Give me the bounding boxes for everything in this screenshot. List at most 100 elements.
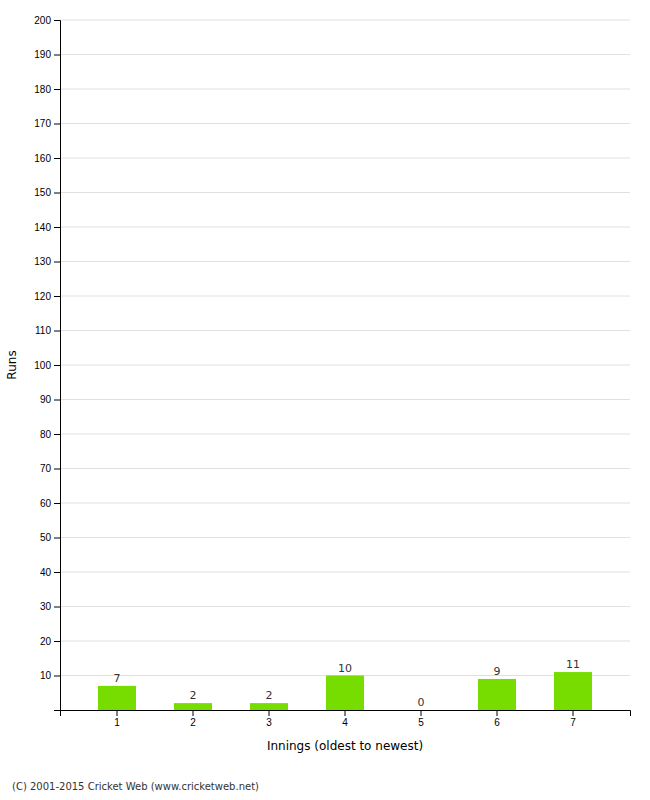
y-tick: 160 [34, 153, 60, 164]
bar [250, 703, 288, 710]
y-tick-label: 20 [40, 636, 52, 647]
x-axis-line [61, 711, 631, 717]
y-tick-mark [54, 607, 60, 608]
x-tick-label: 2 [190, 717, 196, 728]
bar [554, 672, 592, 710]
x-tick-mark [345, 710, 346, 716]
data-label: 7 [114, 672, 121, 685]
y-tick-mark [54, 124, 60, 125]
bars [98, 672, 592, 710]
data-label: 11 [566, 658, 580, 671]
y-tick: 80 [40, 429, 60, 440]
grid-line [60, 158, 630, 159]
y-tick-label: 30 [40, 601, 52, 612]
grid-line [60, 365, 630, 366]
x-tick: 3 [266, 710, 272, 728]
y-tick-label: 70 [40, 463, 52, 474]
y-tick: 150 [34, 187, 60, 198]
y-tick-mark [54, 20, 60, 21]
x-tick-mark [573, 710, 574, 716]
x-tick: 5 [418, 710, 424, 728]
grid-line [60, 572, 630, 573]
y-tick-label: 190 [34, 49, 51, 60]
grid-line [60, 89, 630, 90]
x-tick-label: 5 [418, 717, 424, 728]
y-tick-mark [54, 55, 60, 56]
x-tick-mark [269, 710, 270, 716]
grid-line [60, 468, 630, 469]
y-tick-mark [54, 538, 60, 539]
y-tick-mark [54, 641, 60, 642]
y-tick-label: 160 [34, 153, 51, 164]
y-tick-mark [54, 400, 60, 401]
y-tick-label: 50 [40, 532, 52, 543]
y-tick-mark [54, 89, 60, 90]
data-label: 9 [494, 665, 501, 678]
y-tick: 100 [34, 360, 60, 371]
grid [60, 20, 630, 676]
y-axis-title: Runs [5, 350, 19, 379]
x-axis-title: Innings (oldest to newest) [267, 739, 423, 753]
chart: 1020304050607080901001101201301401501601… [0, 0, 650, 800]
grid-line [60, 503, 630, 504]
x-tick-mark [497, 710, 498, 716]
bar [98, 686, 136, 710]
y-tick: 90 [40, 394, 60, 405]
data-label: 10 [338, 662, 352, 675]
y-tick-label: 120 [34, 291, 51, 302]
grid-line [60, 227, 630, 228]
y-tick-label: 60 [40, 498, 52, 509]
grid-line [60, 399, 630, 400]
y-tick: 200 [34, 15, 60, 26]
x-tick: 4 [342, 710, 348, 728]
y-tick-label: 130 [34, 256, 51, 267]
data-label: 2 [190, 689, 197, 702]
data-label: 2 [266, 689, 273, 702]
x-tick-label: 1 [114, 717, 120, 728]
y-tick: 60 [40, 498, 60, 509]
bar [478, 679, 516, 710]
y-axis: 10 20 30 40 50 60 70 80 90 100 110 120 130 140 150 160 1… [34, 15, 60, 711]
y-tick-label: 90 [40, 394, 52, 405]
y-tick-label: 80 [40, 429, 52, 440]
y-tick: 30 [40, 601, 60, 612]
y-tick-label: 110 [35, 325, 51, 336]
x-tick-mark [421, 710, 422, 716]
x-tick: 6 [494, 710, 500, 728]
y-tick-label: 170 [34, 118, 51, 129]
x-tick: 1 [114, 710, 120, 728]
y-tick-mark [54, 331, 60, 332]
y-tick-label: 40 [40, 567, 52, 578]
bar [402, 710, 440, 711]
y-tick: 10 [40, 670, 60, 681]
y-tick: 40 [40, 567, 60, 578]
y-tick: 50 [40, 532, 60, 543]
y-tick-mark [54, 193, 60, 194]
y-tick-mark [54, 572, 60, 573]
y-tick-mark [54, 434, 60, 435]
bar [174, 703, 212, 710]
grid-line [60, 123, 630, 124]
y-tick: 70 [40, 463, 60, 474]
y-axis-line [54, 21, 61, 711]
y-tick: 130 [34, 256, 60, 267]
y-tick-mark [54, 262, 60, 263]
x-tick-mark [193, 710, 194, 716]
y-tick-mark [54, 365, 60, 366]
x-tick-mark [117, 710, 118, 716]
grid-line [60, 606, 630, 607]
y-tick: 120 [34, 291, 60, 302]
x-axis: 1234567 [61, 710, 631, 728]
data-labels: 7 2 2 10 0 9 11 [114, 658, 581, 709]
grid-line [60, 192, 630, 193]
y-tick-mark [54, 503, 60, 504]
y-tick: 180 [34, 84, 60, 95]
x-tick-label: 3 [266, 717, 272, 728]
data-label: 0 [418, 696, 425, 709]
y-tick: 170 [34, 118, 60, 129]
grid-line [60, 261, 630, 262]
y-tick-mark [54, 469, 60, 470]
y-tick: 140 [34, 222, 60, 233]
y-tick-mark [54, 296, 60, 297]
grid-line [60, 20, 630, 21]
